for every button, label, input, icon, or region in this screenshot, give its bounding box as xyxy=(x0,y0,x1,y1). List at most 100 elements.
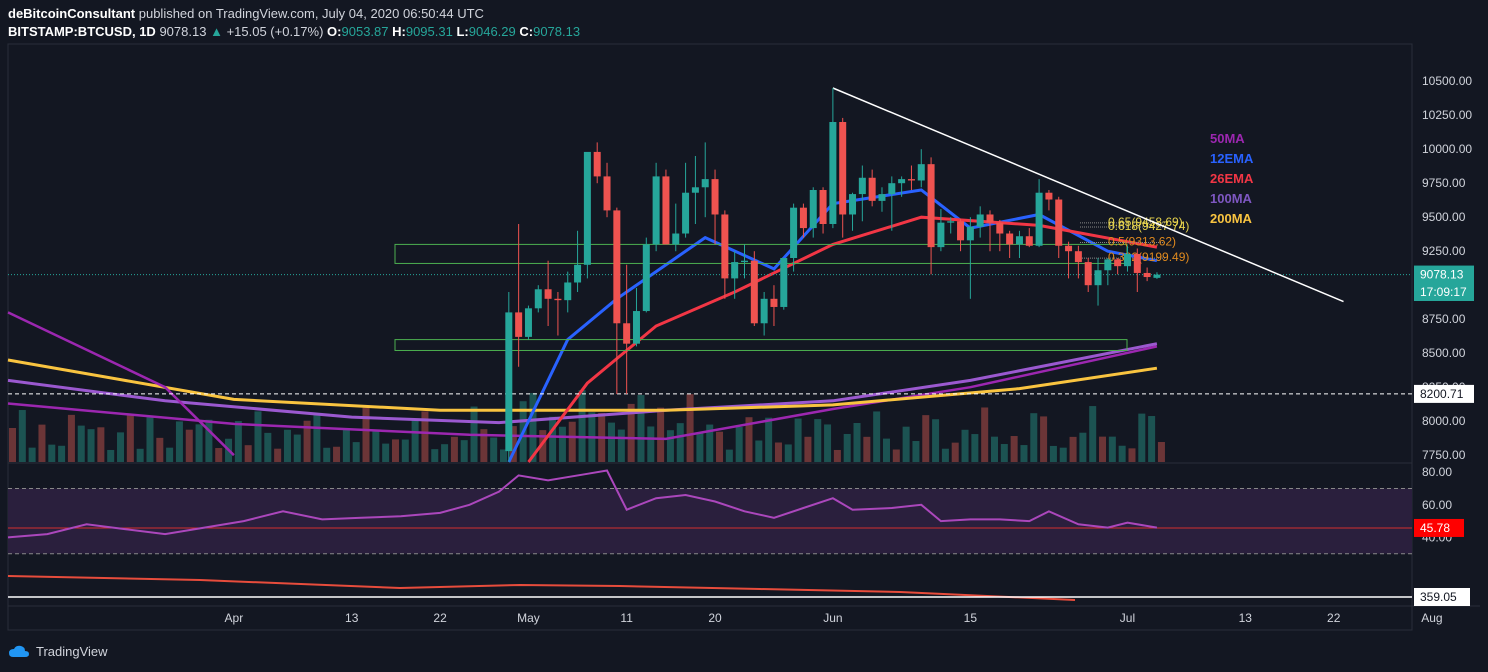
candle-body xyxy=(1123,253,1131,267)
volume-bar xyxy=(480,429,488,462)
volume-bar xyxy=(578,390,586,462)
volume-bar xyxy=(1030,413,1038,462)
volume-bar xyxy=(77,425,85,462)
volume-bar xyxy=(755,440,763,462)
volume-bar xyxy=(352,442,360,462)
volume-bar xyxy=(342,428,350,462)
countdown-tag-bg xyxy=(1414,283,1474,301)
volume-bar xyxy=(794,418,802,462)
candle-body xyxy=(799,207,807,229)
chart-header: deBitcoinConsultant published on Trading… xyxy=(0,0,1488,44)
candle-body xyxy=(682,192,690,234)
symbol-label[interactable]: BITSTAMP:BTCUSD, 1D xyxy=(8,24,156,39)
volume-bar xyxy=(264,432,272,462)
ma50-line xyxy=(7,345,1158,441)
candle-body xyxy=(1035,192,1043,246)
candle-body xyxy=(1114,259,1122,267)
volume-bar xyxy=(824,424,832,462)
ohlc-line: BITSTAMP:BTCUSD, 1D 9078.13 ▲ +15.05 (+0… xyxy=(8,24,580,39)
legend-entry: 26EMA xyxy=(1210,171,1254,186)
candle-body xyxy=(544,289,552,299)
y-tick-label: 8750.00 xyxy=(1422,312,1466,326)
candle-body xyxy=(1084,262,1092,286)
candle-body xyxy=(1143,272,1151,278)
candle-body xyxy=(1153,274,1161,278)
volume-bar xyxy=(146,417,154,462)
volume-bar xyxy=(745,417,753,462)
volume-bar xyxy=(431,449,439,462)
volume-bar xyxy=(460,440,468,462)
volume-bar xyxy=(784,444,792,462)
x-tick-label: 13 xyxy=(1239,611,1253,625)
y-tick-label: 10000.00 xyxy=(1422,142,1472,156)
volume-bar xyxy=(500,449,507,462)
candle-body xyxy=(819,190,827,224)
tradingview-logo[interactable]: TradingView xyxy=(8,644,108,659)
candle-body xyxy=(583,151,591,265)
candle-body xyxy=(564,282,572,301)
candle-body xyxy=(947,221,955,223)
volume-bar xyxy=(666,430,674,462)
volume-bar xyxy=(166,447,174,462)
candle-body xyxy=(593,151,601,177)
volume-bar xyxy=(1118,445,1126,462)
candle-body xyxy=(1045,192,1053,200)
volume-bar xyxy=(58,445,66,462)
volume-bar xyxy=(1049,445,1057,462)
volume-bar xyxy=(991,436,998,462)
volume-bar xyxy=(117,432,125,462)
candle-body xyxy=(917,164,925,181)
x-tick-label: 11 xyxy=(620,611,633,625)
candle-body xyxy=(770,298,778,307)
volume-bar xyxy=(1059,447,1067,462)
volume-bar xyxy=(676,423,684,462)
last-price-tag-bg xyxy=(1414,265,1474,284)
volume-bar xyxy=(814,419,822,462)
volume-bar xyxy=(804,436,812,462)
volume-bar xyxy=(637,395,645,462)
volume-bar xyxy=(283,429,291,462)
volume-bar xyxy=(774,442,782,462)
candle-body xyxy=(603,176,611,211)
volume-bar xyxy=(195,424,203,462)
last-price-tag: 9078.13 xyxy=(1420,268,1464,282)
volume-bar xyxy=(961,429,969,462)
volume-bar xyxy=(234,421,242,462)
volume-bar xyxy=(686,394,694,462)
volume-bar xyxy=(1157,442,1165,462)
volume-bar xyxy=(411,418,419,462)
fib-level-label: 0.618(9427.74) xyxy=(1108,219,1189,233)
volume-bar xyxy=(421,411,429,462)
volume-bar xyxy=(313,414,321,462)
candle-body xyxy=(672,233,680,245)
candle-body xyxy=(642,244,650,312)
rsi-tick-label: 80.00 xyxy=(1422,465,1452,479)
volume-bar xyxy=(1089,406,1097,462)
rsi-value-tag-bg xyxy=(1414,518,1464,537)
volume-bar xyxy=(18,410,26,462)
volume-bar xyxy=(509,426,517,462)
volume-bar xyxy=(608,422,616,462)
candle-body xyxy=(574,264,582,283)
countdown-tag: 17:09:17 xyxy=(1420,285,1467,299)
candle-body xyxy=(691,187,699,193)
y-tick-label: 9750.00 xyxy=(1422,176,1466,190)
candle-body xyxy=(839,122,847,215)
volume-bar xyxy=(853,422,861,462)
low-label: L: xyxy=(456,24,469,39)
candle-body xyxy=(829,122,837,224)
rsi-band xyxy=(8,488,1412,554)
candle-body xyxy=(790,207,798,258)
volume-bar xyxy=(372,429,380,462)
volume-bar xyxy=(274,448,282,462)
lower-value-tag: 359.05 xyxy=(1420,590,1457,604)
candle-body xyxy=(1074,251,1082,263)
volume-bar xyxy=(951,442,959,462)
candle-body xyxy=(505,312,513,452)
legend-entry: 12EMA xyxy=(1210,151,1254,166)
high-value: 9095.31 xyxy=(405,24,453,39)
publisher-name[interactable]: deBitcoinConsultant xyxy=(8,6,136,21)
volume-bar xyxy=(941,448,949,462)
hline-tag-bg xyxy=(1414,384,1474,403)
